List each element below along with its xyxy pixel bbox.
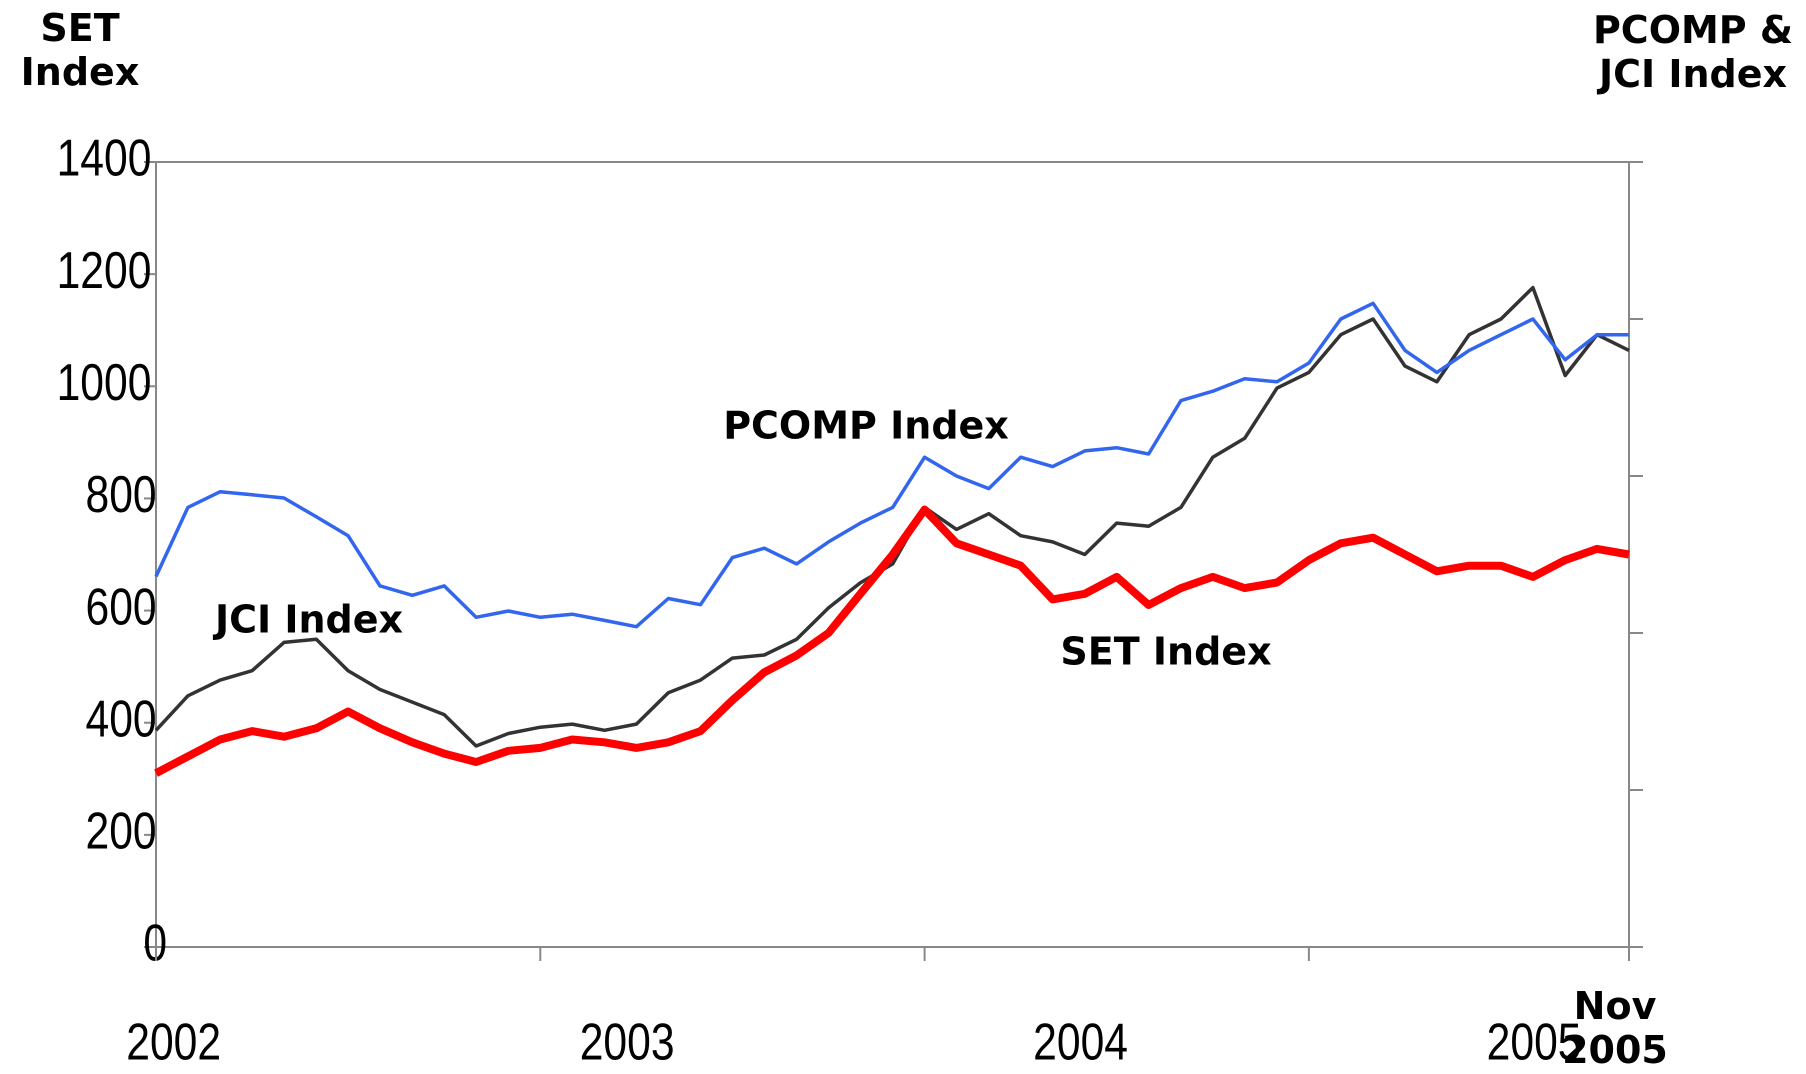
y-tick-label: 1400 [57,130,152,188]
y-tick-label: 1000 [57,354,152,412]
y-axis-title: SET Index [20,6,140,94]
y-tick-label: 0 [143,915,167,973]
annotation: PCOMP Index [723,404,1009,448]
y-tick-label: 600 [86,578,157,636]
y-tick-label: 200 [86,803,157,861]
x-tick-label: Nov 2005 [1562,984,1668,1072]
y2-axis-title: PCOMP & JCI Index [1592,8,1794,96]
series-line [154,301,1629,629]
annotation: JCI Index [212,598,403,642]
annotation: SET Index [1060,630,1271,674]
y-tick-label: 400 [86,691,157,749]
x-tick-label: 2002 [126,1014,221,1072]
y-tick-label: 1200 [57,242,152,300]
x-tick-label: 2003 [580,1014,675,1072]
y-tick-label: 800 [86,466,157,524]
series-line [154,505,1630,777]
series-line [154,285,1630,748]
x-tick-label: 2004 [1033,1014,1128,1072]
x-tick-label: 2005 [1487,1014,1582,1072]
